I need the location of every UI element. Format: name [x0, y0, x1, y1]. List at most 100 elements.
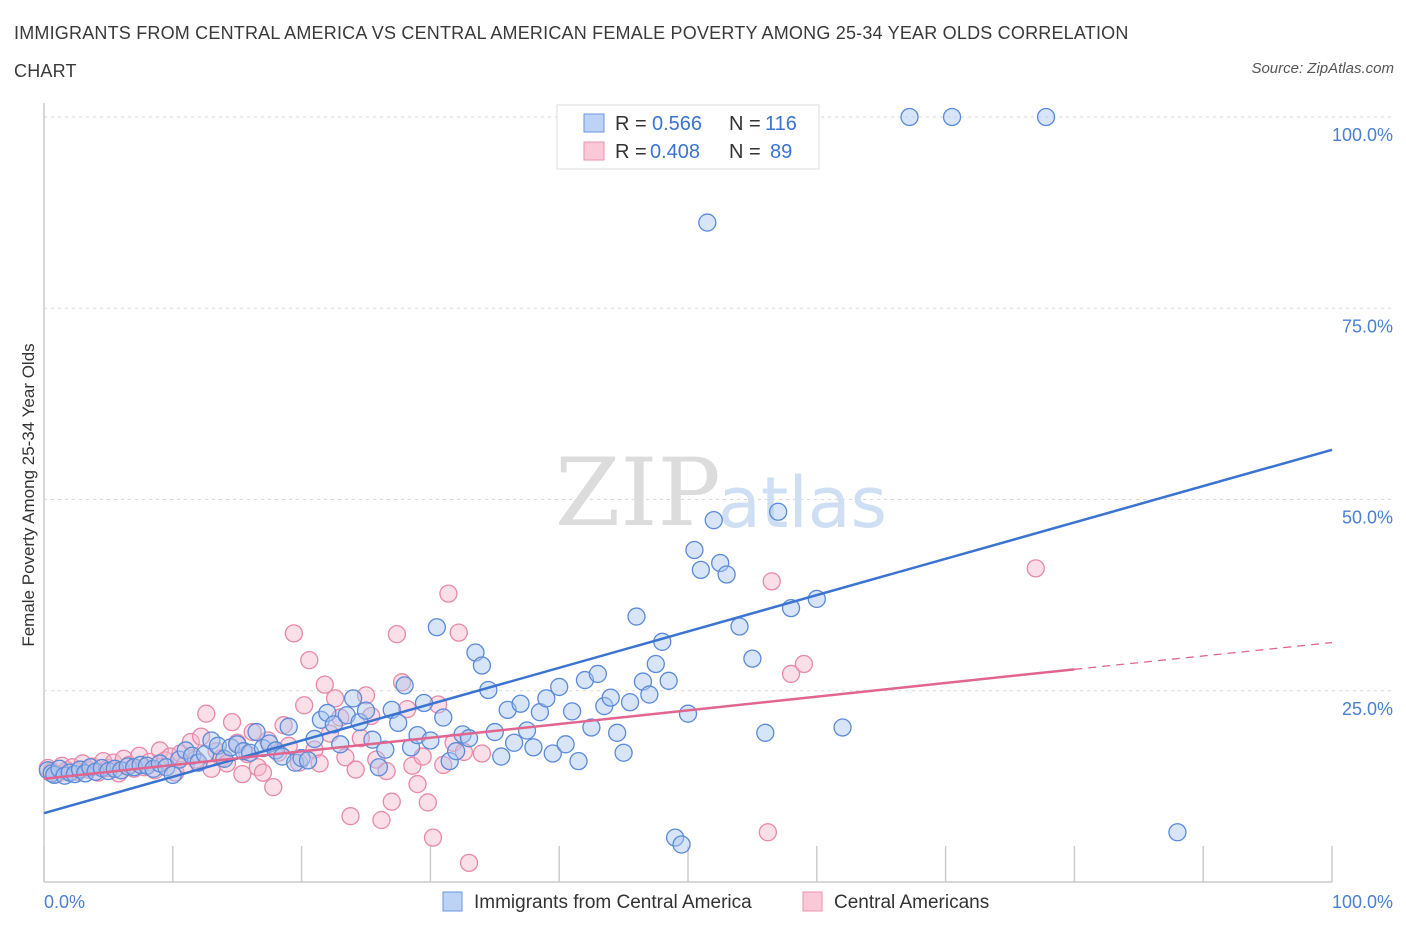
legend-r-label-2: R =: [615, 141, 647, 163]
point-central-americans-72: [408, 774, 427, 794]
point-immigrants-105: [698, 213, 717, 232]
legend-swatch-blue: [583, 113, 605, 133]
point-immigrants-47: [324, 715, 343, 734]
point-immigrants-107: [711, 553, 730, 573]
point-immigrants-110: [743, 649, 762, 668]
legend-r-value-1: 0.566: [652, 113, 702, 135]
point-central-americans-42: [253, 763, 273, 782]
point-immigrants-66: [447, 742, 466, 761]
point-immigrants-85: [569, 751, 588, 771]
point-immigrants-48: [331, 735, 350, 754]
point-central-americans-40: [243, 722, 262, 742]
bottom-legend: Immigrants from Central America Central …: [442, 891, 989, 913]
y-axis-tick-labels: 25.0% 50.0% 75.0% 100.0%: [1332, 125, 1393, 719]
point-immigrants-55: [376, 740, 395, 759]
point-immigrants-94: [627, 607, 646, 626]
top-legend: R = 0.566 N = 116 R = 0.408 N = 89: [556, 104, 820, 170]
point-immigrants-119: [1168, 823, 1187, 842]
point-central-americans-56: [325, 689, 345, 708]
bottom-legend-swatch-blue: [442, 891, 463, 912]
point-immigrants-50: [343, 689, 363, 708]
point-immigrants-104: [691, 560, 711, 580]
point-central-americans-80: [449, 623, 468, 642]
point-central-americans-71: [403, 756, 422, 775]
trend-line-immigrants: [43, 448, 1333, 815]
point-immigrants-93: [620, 693, 640, 712]
point-immigrants-88: [588, 664, 607, 684]
point-immigrants-81: [543, 744, 562, 763]
watermark-atlas: atlas: [718, 462, 887, 544]
point-immigrants-100: [665, 828, 685, 847]
legend-n-label-1: N =: [729, 113, 761, 135]
point-central-americans-50: [295, 696, 314, 715]
point-immigrants-97: [646, 654, 665, 674]
point-immigrants-35: [247, 722, 266, 742]
point-immigrants-52: [356, 701, 376, 720]
point-central-americans-51: [300, 651, 319, 670]
point-immigrants-87: [582, 718, 601, 737]
point-immigrants-82: [550, 677, 569, 697]
point-central-americans-83: [472, 744, 492, 763]
point-central-americans-88: [1026, 559, 1045, 578]
point-immigrants-64: [434, 708, 453, 727]
point-central-americans-38: [233, 764, 252, 784]
point-immigrants-73: [492, 747, 511, 766]
point-central-americans-84: [758, 823, 778, 842]
legend-swatch-pink: [583, 141, 605, 161]
point-immigrants-70: [472, 656, 492, 675]
point-immigrants-83: [556, 735, 575, 754]
legend-r-label-1: R =: [615, 113, 647, 135]
point-immigrants-112: [769, 502, 788, 521]
point-immigrants-92: [614, 743, 633, 762]
y-tick-label-75: 75.0%: [1342, 316, 1393, 336]
point-immigrants-116: [900, 107, 919, 127]
point-immigrants-115: [833, 718, 852, 737]
point-immigrants-90: [601, 688, 620, 707]
point-immigrants-65: [440, 751, 459, 771]
point-immigrants-80: [537, 689, 556, 708]
legend-n-value-2: 89: [770, 141, 792, 163]
point-immigrants-43: [298, 751, 318, 770]
point-central-americans-75: [423, 828, 443, 847]
point-immigrants-54: [369, 758, 389, 777]
legend-n-value-1: 116: [765, 113, 797, 135]
point-central-americans-59: [341, 807, 360, 826]
chart-title: IMMIGRANTS FROM CENTRAL AMERICA VS CENTR…: [14, 23, 1129, 81]
gridlines: [44, 116, 1393, 692]
point-immigrants-118: [1036, 107, 1056, 127]
point-immigrants-96: [640, 685, 659, 704]
point-immigrants-75: [504, 733, 524, 752]
point-immigrants-76: [511, 694, 530, 713]
y-tick-label-25: 25.0%: [1342, 699, 1393, 719]
point-immigrants-91: [608, 723, 627, 742]
point-immigrants-84: [562, 702, 582, 721]
series-immigrants-points: [38, 107, 1187, 854]
point-immigrants-46: [318, 703, 337, 723]
y-tick-label-50: 50.0%: [1342, 508, 1393, 528]
point-central-americans-65: [372, 810, 391, 830]
point-immigrants-40: [279, 717, 298, 736]
point-central-americans-54: [315, 675, 334, 694]
point-central-americans-82: [459, 853, 479, 873]
point-immigrants-99: [659, 671, 678, 690]
source-label: Source: ZipAtlas.com: [1251, 60, 1394, 77]
point-central-americans-41: [248, 758, 267, 777]
point-central-americans-74: [418, 793, 437, 812]
trend-line-central-americans: [43, 668, 1075, 780]
y-tick-label-100: 100.0%: [1332, 125, 1393, 145]
point-central-americans-22: [150, 741, 170, 760]
bottom-legend-label-pink: Central Americans: [834, 892, 989, 913]
point-central-americans-31: [197, 704, 216, 723]
point-central-americans-60: [346, 760, 365, 779]
point-immigrants-32: [228, 735, 247, 754]
point-central-americans-69: [392, 673, 412, 692]
point-central-americans-36: [222, 712, 242, 732]
point-central-americans-81: [454, 742, 474, 762]
watermark-zip: ZIP: [555, 439, 721, 548]
point-central-americans-18: [130, 746, 149, 765]
point-central-americans-61: [351, 729, 370, 748]
point-central-americans-86: [794, 654, 814, 674]
point-central-americans-53: [310, 754, 329, 773]
point-central-americans-68: [387, 624, 407, 644]
